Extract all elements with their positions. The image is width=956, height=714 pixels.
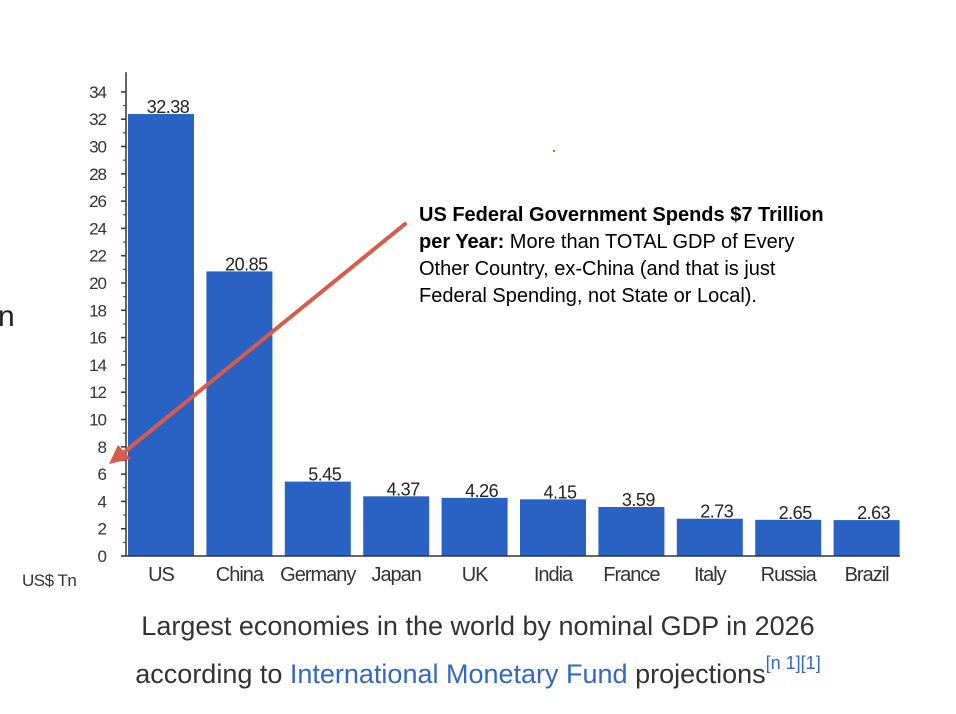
bar-value-label: 5.45 [308, 465, 342, 485]
x-category-label: Russia [761, 564, 818, 586]
arrow-head [109, 445, 131, 464]
stray-dot [553, 150, 555, 152]
chart-caption: Largest economies in the world by nomina… [0, 602, 956, 698]
y-tick-label: 32 [89, 110, 106, 129]
y-tick-label: 18 [89, 301, 106, 320]
caption-suffix: projections [627, 659, 766, 689]
bars: 32.38 20.85 5.45 4.37 4.26 4.15 3.59 2.73 2.65 2.… [128, 97, 900, 556]
bar [441, 497, 508, 556]
x-category-label: India [534, 564, 574, 586]
y-tick-label: 16 [89, 329, 106, 348]
y-axis-unit-label: US$ Tn [22, 571, 76, 590]
bar-value-label: 3.59 [622, 490, 656, 510]
bar [206, 271, 273, 556]
y-tick-label: 20 [89, 274, 106, 293]
x-category-label: Brazil [845, 564, 890, 586]
bar-value-label: 4.37 [387, 479, 421, 499]
bar [128, 114, 194, 556]
bar [755, 519, 822, 556]
bar [676, 518, 743, 556]
y-tick-label: 22 [89, 247, 106, 266]
bar [363, 496, 430, 556]
bar-value-label: 2.63 [857, 503, 891, 523]
imf-link[interactable]: International Monetary Fund [289, 659, 628, 689]
bar-value-label: 2.73 [700, 502, 734, 522]
bar-value-label: 4.26 [465, 481, 499, 501]
x-category-label: China [216, 564, 265, 586]
bar [284, 481, 351, 556]
arrow-shaft [120, 222, 407, 456]
y-tick-label: 14 [89, 356, 106, 375]
x-category-label: Italy [694, 564, 727, 586]
y-tick-label: 24 [89, 219, 106, 238]
y-tick-label: 10 [89, 411, 106, 430]
y-tick-label: 6 [98, 465, 107, 484]
x-axis: US China Germany Japan UK India France Italy Rus… [126, 555, 900, 586]
y-tick-label: 8 [98, 438, 107, 457]
x-category-label: Japan [371, 564, 421, 586]
y-tick-label: 4 [98, 492, 107, 511]
bar [598, 506, 665, 556]
y-tick-label: 0 [98, 547, 107, 566]
y-tick-label: 34 [89, 83, 106, 102]
footnote-link[interactable]: [n 1][1] [765, 653, 821, 673]
truncated-edge-text: n [0, 300, 15, 333]
bar [833, 520, 900, 556]
bar-value-label: 20.85 [225, 254, 268, 274]
bar-value-label: 2.65 [779, 503, 813, 523]
caption-line-1: Largest economies in the world by nomina… [141, 611, 815, 641]
x-category-label: US [148, 564, 174, 586]
annotation-text: US Federal Government Spends $7 Trillion… [419, 202, 839, 310]
bar-value-label: 4.15 [543, 482, 577, 502]
bar [520, 499, 586, 556]
caption-line-2: according to International Monetary Fund… [0, 650, 956, 698]
annotation-bold: US Federal Government Spends $7 Trillion… [419, 204, 824, 253]
y-tick-label: 26 [89, 192, 106, 211]
annotation-body: More than TOTAL GDP of Every Other Count… [419, 231, 795, 307]
caption-prefix: according to [135, 659, 290, 689]
annotation-arrow [109, 222, 407, 464]
x-category-label: Germany [280, 564, 356, 586]
x-category-label: UK [462, 564, 489, 586]
bar-value-label: 32.38 [147, 97, 190, 117]
y-tick-label: 28 [89, 165, 106, 184]
y-tick-label: 12 [89, 383, 106, 402]
x-category-label: France [603, 564, 660, 586]
y-tick-label: 30 [89, 138, 106, 157]
y-tick-label: 2 [98, 520, 107, 539]
